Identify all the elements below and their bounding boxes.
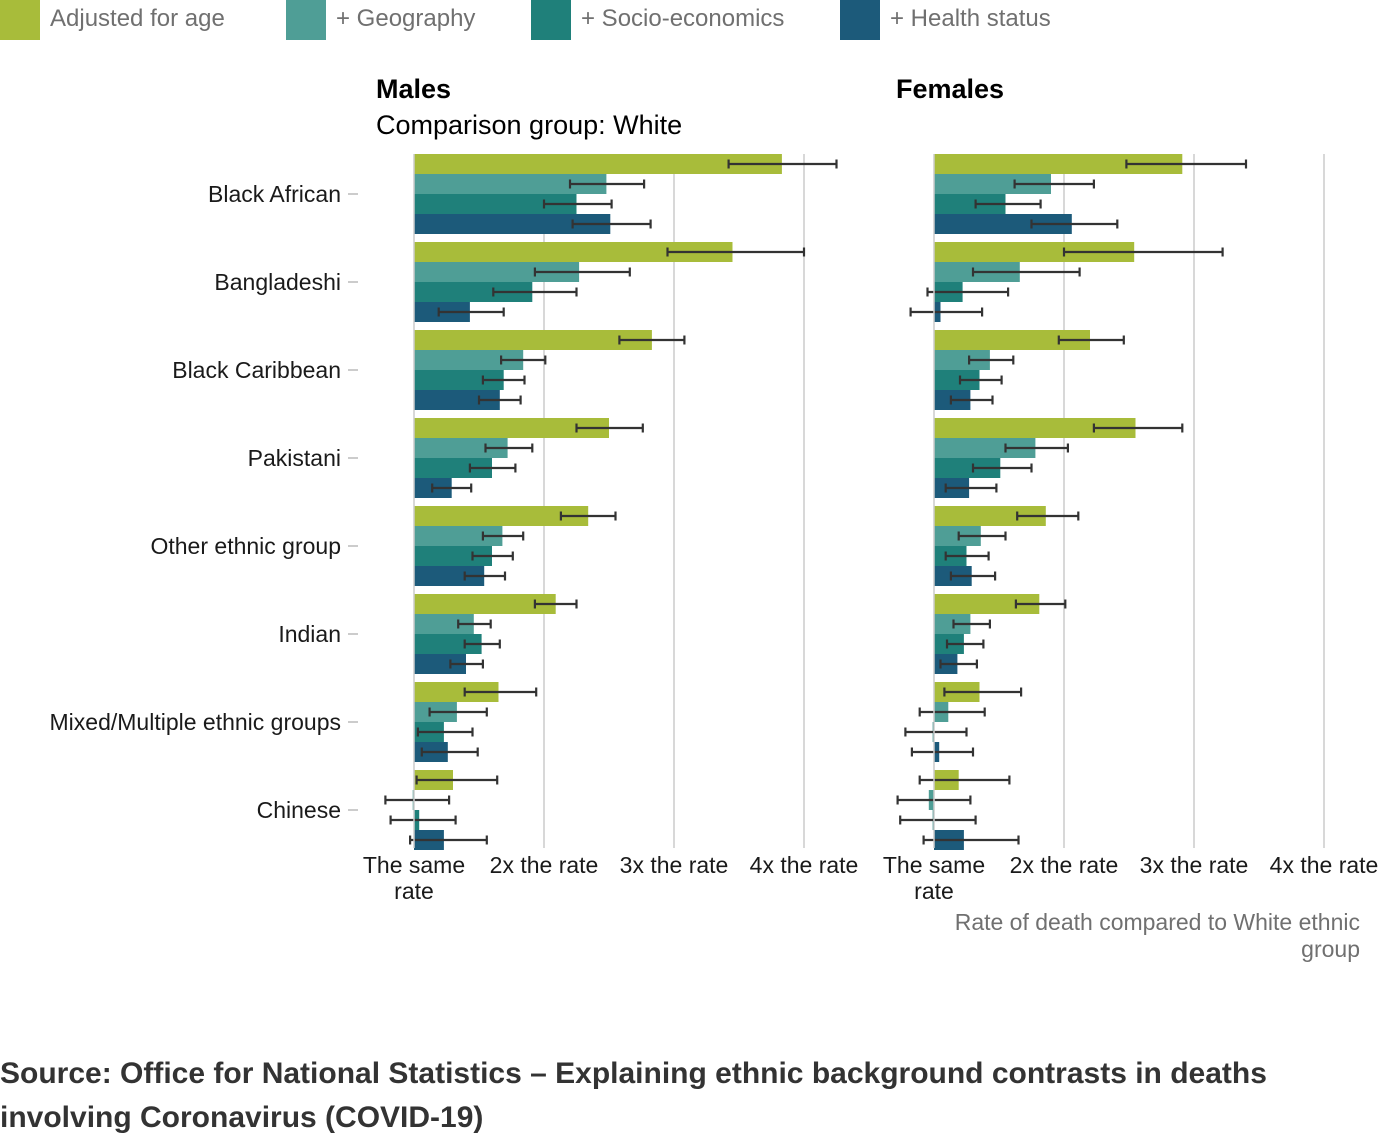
x-axis-title: Rate of death compared to White ethnic (955, 909, 1360, 935)
bar (414, 594, 556, 614)
category-label: Bangladeshi (214, 269, 341, 295)
category-label: Black Caribbean (172, 357, 341, 383)
bar (414, 282, 533, 302)
legend-label-0: Adjusted for age (50, 5, 225, 32)
x-tick-label: The same (363, 852, 465, 878)
bar (414, 458, 492, 478)
bar (934, 506, 1046, 526)
bar (414, 546, 492, 566)
x-tick-label: 4x the rate (1270, 852, 1379, 878)
category-label: Chinese (257, 797, 341, 823)
category-label: Indian (278, 621, 341, 647)
legend-swatch-2 (531, 0, 571, 40)
x-tick-label: 2x the rate (490, 852, 599, 878)
bar (934, 614, 971, 634)
bar (934, 458, 1001, 478)
x-tick-label: rate (914, 878, 954, 904)
bar (414, 654, 466, 674)
chart-panels: Males Comparison group: White Black Africa… (50, 74, 1379, 962)
bar (414, 526, 503, 546)
bar (414, 194, 577, 214)
legend: Adjusted for age + Geography + Socio-econo… (0, 0, 1051, 40)
bar (414, 438, 508, 458)
bar (414, 174, 607, 194)
legend-label-3: + Health status (890, 5, 1051, 32)
ethnicity-death-rate-chart: Adjusted for age + Geography + Socio-econo… (0, 0, 1379, 962)
bar (934, 594, 1040, 614)
legend-swatch-3 (840, 0, 880, 40)
bar (934, 154, 1183, 174)
category-label: Pakistani (248, 445, 341, 471)
x-tick-label: 2x the rate (1010, 852, 1119, 878)
x-tick-label: The same (883, 852, 985, 878)
x-tick-label: rate (394, 878, 434, 904)
category-label: Other ethnic group (150, 533, 341, 559)
comparison-group-label: Comparison group: White (376, 110, 682, 140)
bar (414, 506, 589, 526)
legend-label-2: + Socio-economics (581, 5, 784, 32)
category-label: Mixed/Multiple ethnic groups (50, 709, 341, 735)
bar (934, 194, 1006, 214)
bar (414, 370, 504, 390)
bar (414, 262, 580, 282)
bar (414, 390, 500, 410)
bar (934, 174, 1051, 194)
bar (414, 614, 474, 634)
x-axis-title: group (1301, 936, 1360, 962)
bar (414, 214, 611, 234)
bar (934, 242, 1135, 262)
source-note: Source: Office for National Statistics –… (0, 1057, 1267, 1134)
bar (934, 350, 990, 370)
bar (934, 330, 1090, 350)
bar (414, 350, 524, 370)
bar (414, 154, 782, 174)
x-tick-label: 3x the rate (1140, 852, 1249, 878)
panel-males: Males Comparison group: White Black Africa… (50, 74, 859, 904)
x-tick-label: 4x the rate (750, 852, 859, 878)
bar (414, 566, 485, 586)
x-tick-label: 3x the rate (620, 852, 729, 878)
bar (414, 418, 609, 438)
bar (414, 330, 652, 350)
bar (414, 634, 482, 654)
bar (934, 370, 980, 390)
panel-title: Females (896, 74, 1004, 104)
category-label: Black African (208, 181, 341, 207)
panel-title: Males (376, 74, 451, 104)
legend-swatch-0 (0, 0, 40, 40)
legend-swatch-1 (286, 0, 326, 40)
legend-label-1: + Geography (336, 5, 475, 32)
bar (934, 526, 981, 546)
bar (934, 418, 1136, 438)
bar (414, 242, 733, 262)
bar (934, 438, 1036, 458)
bar (934, 214, 1072, 234)
bar (414, 682, 499, 702)
